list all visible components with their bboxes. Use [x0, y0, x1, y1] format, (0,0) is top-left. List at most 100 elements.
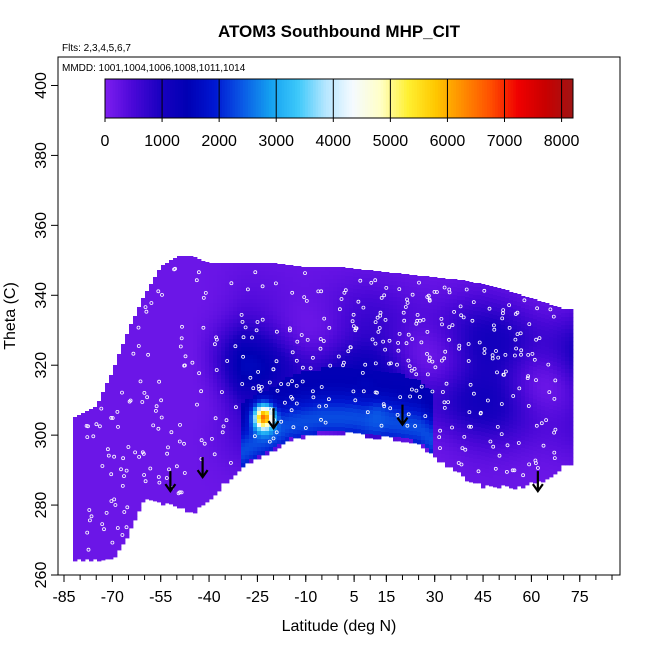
data-cell [409, 375, 414, 380]
data-cell [169, 372, 174, 377]
data-cell [281, 420, 286, 425]
data-cell [73, 461, 78, 466]
data-cell [317, 387, 322, 392]
data-cell [205, 294, 210, 299]
data-cell [345, 376, 350, 381]
data-cell [297, 306, 302, 311]
data-cell [137, 495, 142, 500]
data-cell [333, 411, 338, 416]
data-cell [437, 314, 442, 319]
data-cell [433, 341, 438, 346]
data-cell [397, 357, 402, 362]
data-cell [349, 324, 354, 329]
data-cell [153, 473, 158, 478]
data-cell [293, 398, 298, 403]
data-cell [461, 376, 466, 381]
data-cell [377, 375, 382, 380]
data-cell [425, 348, 430, 353]
data-cell [237, 363, 242, 368]
data-cell [293, 390, 298, 395]
data-cell [161, 325, 166, 330]
data-cell [201, 421, 206, 426]
data-cell [133, 320, 138, 325]
data-cell [173, 262, 178, 267]
data-cell [437, 330, 442, 335]
data-cell [489, 326, 494, 331]
data-cell [393, 429, 398, 434]
data-cell [373, 315, 378, 320]
data-cell [221, 311, 226, 316]
data-cell [293, 354, 298, 359]
data-cell [205, 498, 210, 503]
data-cell [273, 439, 278, 444]
data-cell [373, 351, 378, 356]
data-cell [105, 543, 110, 548]
data-cell [461, 332, 466, 337]
data-cell [413, 411, 418, 416]
data-cell [121, 352, 126, 357]
data-cell [277, 420, 282, 425]
data-cell [149, 468, 154, 473]
data-cell [445, 363, 450, 368]
data-cell [141, 478, 146, 483]
data-cell [317, 395, 322, 400]
data-cell [85, 503, 90, 508]
data-cell [153, 337, 158, 342]
data-cell [225, 371, 230, 376]
data-cell [169, 340, 174, 345]
data-cell [337, 287, 342, 292]
data-cell [209, 431, 214, 436]
data-cell [373, 407, 378, 412]
data-cell [209, 271, 214, 276]
data-cell [85, 487, 90, 492]
data-cell [453, 439, 458, 444]
data-cell [197, 479, 202, 484]
data-cell [137, 355, 142, 360]
data-cell [449, 287, 454, 292]
data-cell [101, 476, 106, 481]
data-cell [317, 295, 322, 300]
data-cell [385, 408, 390, 413]
data-cell [169, 324, 174, 329]
data-cell [393, 437, 398, 442]
data-cell [85, 447, 90, 452]
data-cell [389, 381, 394, 386]
data-cell [265, 347, 270, 352]
data-cell [317, 339, 322, 344]
data-cell [281, 328, 286, 333]
data-cell [125, 498, 130, 503]
data-cell [181, 484, 186, 489]
data-cell [269, 327, 274, 332]
data-cell [197, 359, 202, 364]
data-cell [125, 382, 130, 387]
data-cell [105, 539, 110, 544]
data-cell [145, 411, 150, 416]
data-cell [457, 460, 462, 465]
data-cell [225, 267, 230, 272]
data-cell [109, 507, 114, 512]
data-cell [409, 335, 414, 340]
data-cell [137, 323, 142, 328]
data-cell [309, 303, 314, 308]
data-cell [121, 448, 126, 453]
data-cell [93, 419, 98, 424]
data-cell [473, 343, 478, 348]
data-cell [429, 425, 434, 430]
data-cell [417, 352, 422, 357]
data-cell [337, 395, 342, 400]
data-cell [145, 423, 150, 428]
data-cell [365, 322, 370, 327]
data-cell [257, 411, 262, 416]
data-cell [333, 339, 338, 344]
data-cell [309, 295, 314, 300]
data-cell [193, 501, 198, 506]
data-cell [193, 389, 198, 394]
data-cell [469, 326, 474, 331]
data-cell [381, 356, 386, 361]
data-cell [117, 490, 122, 495]
data-cell [157, 282, 162, 287]
data-cell [173, 466, 178, 471]
data-cell [185, 260, 190, 265]
data-cell [405, 310, 410, 315]
data-cell [297, 346, 302, 351]
